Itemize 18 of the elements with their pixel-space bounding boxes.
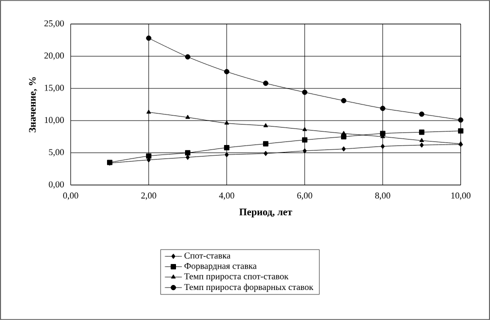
x-tick-label: 4,00 xyxy=(219,192,234,200)
x-tick-label: 6,00 xyxy=(297,192,312,200)
y-tick-label: 10,00 xyxy=(44,116,64,124)
y-tick-label: 25,00 xyxy=(44,20,64,28)
legend-label: Темп прироста форварных ставок xyxy=(184,284,314,292)
x-tick-label: 2,00 xyxy=(141,192,156,200)
legend-label: Спот-ставка xyxy=(184,252,230,259)
y-tick-label: 5,00 xyxy=(49,149,64,156)
x-axis-title: Период, лет xyxy=(239,208,292,218)
x-tick-label: 10,00 xyxy=(451,192,470,200)
x-tick-label: 8,00 xyxy=(375,192,390,200)
y-tick-label: 0,00 xyxy=(48,181,64,189)
y-tick-label: 20,00 xyxy=(44,52,64,60)
x-tick-label: 0,00 xyxy=(63,192,78,200)
legend-label: Темп прироста спот-ставок xyxy=(184,273,288,282)
y-axis-title: Значение, % xyxy=(29,77,38,132)
y-tick-label: 15,00 xyxy=(44,84,64,92)
legend-label: Форвардная ставка xyxy=(184,263,257,271)
